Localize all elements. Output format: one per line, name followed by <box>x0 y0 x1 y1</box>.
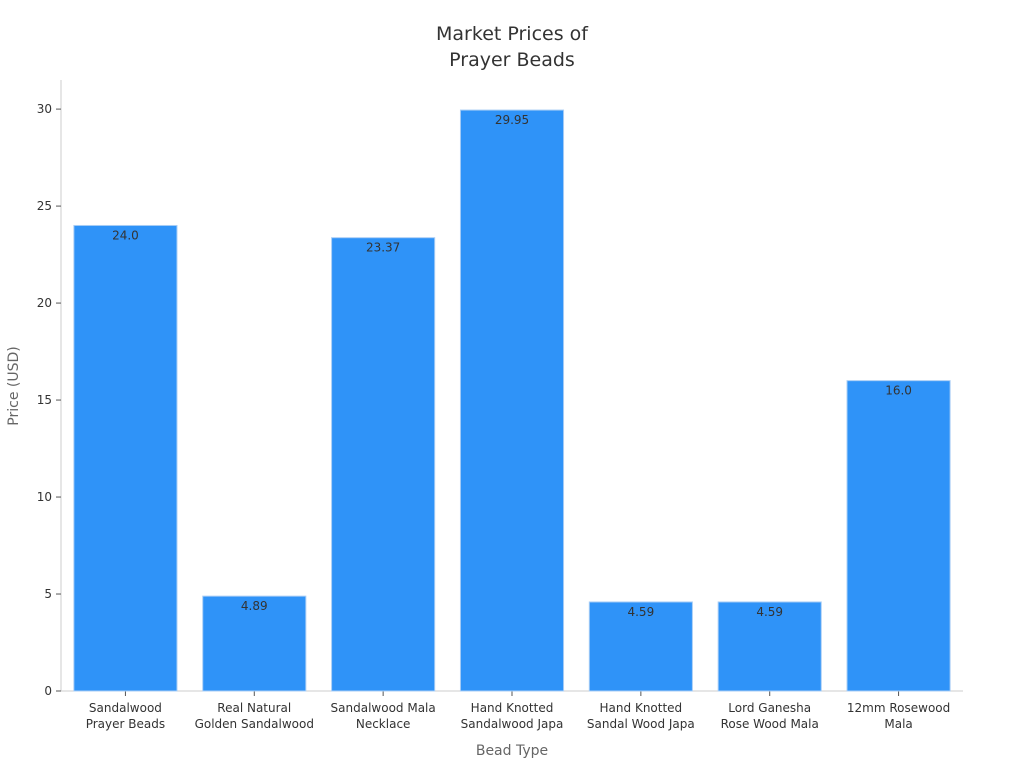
x-tick-label: Hand Knotted <box>600 701 683 715</box>
labels: 24.0 Sandalwood Prayer Beads 4.89 Real Natur… <box>86 113 951 731</box>
bars <box>73 109 951 692</box>
x-tick-label: Sandalwood Japa <box>461 717 564 731</box>
x-tick-label: Mala <box>884 717 912 731</box>
bar <box>717 601 822 692</box>
bar-value-label: 24.0 <box>112 228 139 242</box>
x-tick-label: Hand Knotted <box>471 701 554 715</box>
bar-value-label: 16.0 <box>885 384 912 398</box>
chart-title-line-2: Prayer Beads <box>449 49 575 71</box>
x-tick-label: Prayer Beads <box>86 717 165 731</box>
bar <box>459 109 565 692</box>
y-tick-label: 0 <box>44 684 52 698</box>
y-tick-label: 5 <box>44 587 52 601</box>
x-tick-label: Real Natural <box>217 701 291 715</box>
x-tick-label: Sandalwood Mala <box>331 701 436 715</box>
x-tick-label: Sandalwood <box>89 701 162 715</box>
bar <box>588 601 693 692</box>
y-axis-title: Price (USD) <box>6 346 22 425</box>
x-tick-label: Lord Ganesha <box>728 701 811 715</box>
x-tick-label: 12mm Rosewood <box>847 701 950 715</box>
chart-title-line-1: Market Prices of <box>436 23 589 45</box>
x-tick-label: Sandal Wood Japa <box>587 717 695 731</box>
x-tick-label: Necklace <box>356 717 411 731</box>
y-tick-label: 10 <box>37 490 52 504</box>
bar-value-label: 4.59 <box>756 605 783 619</box>
bar-value-label: 29.95 <box>495 113 529 127</box>
x-axis-title: Bead Type <box>476 743 548 759</box>
y-tick-label: 15 <box>37 393 52 407</box>
bar <box>331 237 436 692</box>
bar <box>202 595 307 692</box>
bar <box>73 224 178 692</box>
y-tick-label: 25 <box>37 199 52 213</box>
bar-value-label: 4.59 <box>627 605 654 619</box>
x-tick-label: Golden Sandalwood <box>195 717 314 731</box>
bar <box>846 380 951 692</box>
bar-value-label: 23.37 <box>366 241 400 255</box>
x-tick-label: Rose Wood Mala <box>721 717 819 731</box>
bar-value-label: 4.89 <box>241 599 268 613</box>
y-tick-label: 20 <box>37 296 52 310</box>
y-tick-label: 30 <box>37 102 52 116</box>
